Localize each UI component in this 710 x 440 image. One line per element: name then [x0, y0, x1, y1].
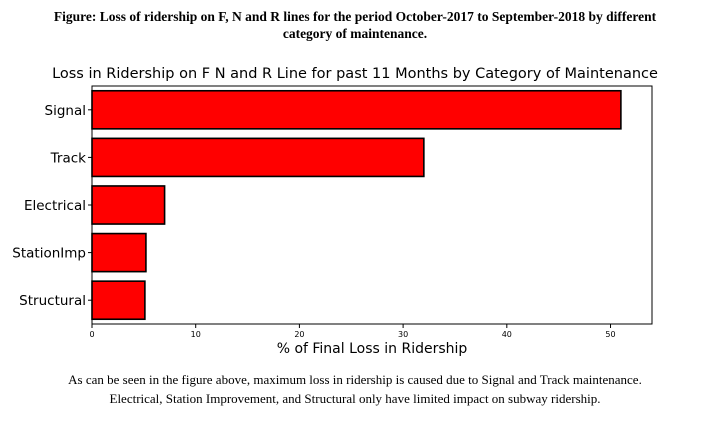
plot-frame [91, 85, 653, 325]
bar-stationimp [91, 232, 147, 273]
y-tick-label-signal: Signal [45, 103, 86, 119]
x-tick-label: 10 [191, 330, 201, 339]
figure-caption-line-1: Figure: Loss of ridership on F, N and R … [53, 9, 657, 24]
x-tick-label: 50 [605, 330, 615, 339]
y-tick-label-track: Track [50, 150, 87, 166]
bar-electrical [91, 185, 166, 225]
y-tick-label-stationimp: StationImp [12, 246, 86, 262]
y-tick-label-electrical: Electrical [24, 198, 86, 214]
bar-track [91, 137, 425, 178]
figure-caption: Figure: Loss of ridership on F, N and R … [0, 8, 710, 42]
bar-signal [91, 89, 622, 130]
x-tick-label: 0 [89, 330, 94, 339]
chart-title: Loss in Ridership on F N and R Line for … [52, 66, 658, 82]
figure-caption-line-2: category of maintenance. [282, 26, 428, 41]
y-tick-label-structural: Structural [19, 293, 86, 309]
x-tick-label: 40 [502, 330, 512, 339]
bar-structural [91, 280, 146, 321]
footer-line-1: As can be seen in the figure above, maxi… [68, 372, 642, 387]
figure-footer: As can be seen in the figure above, maxi… [0, 370, 710, 408]
footer-line-2: Electrical, Station Improvement, and Str… [109, 391, 601, 406]
x-axis-label: % of Final Loss in Ridership [276, 341, 468, 357]
x-tick-label: 30 [398, 330, 408, 339]
x-tick-label: 20 [294, 330, 304, 339]
